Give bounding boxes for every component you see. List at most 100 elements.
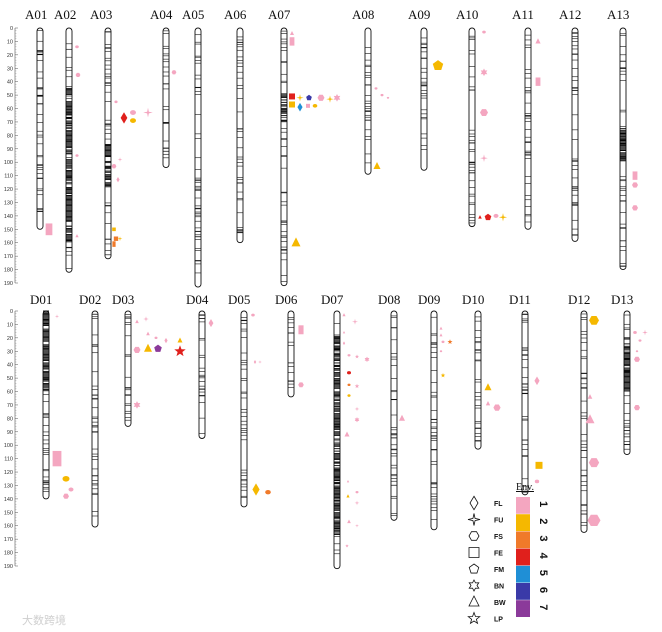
qtl-marker: [441, 340, 445, 344]
chromosome-label: A01: [25, 7, 47, 22]
chromosome-label: D11: [509, 292, 531, 307]
chromosome-d08: D08: [378, 292, 400, 521]
qtl-marker: [344, 431, 350, 437]
qtl-marker: [587, 514, 601, 526]
env-number: 7: [537, 604, 549, 610]
qtl-marker: [252, 483, 260, 496]
chromosome-label: A02: [54, 7, 76, 22]
axis-tick-label: 40: [7, 363, 13, 369]
chromosome-body: [124, 310, 132, 427]
chromosome-label: D10: [462, 292, 484, 307]
axis-tick-label: 180: [4, 551, 13, 557]
qtl-marker: [342, 313, 346, 317]
chromosome-a08: A08: [352, 7, 374, 175]
qtl-marker: [177, 337, 183, 343]
qtl-marker: [342, 331, 346, 334]
chromosome-d02: D02: [79, 292, 101, 528]
qtl-marker: [171, 70, 177, 75]
chromosome-row-d: D01 D02 D03 D04 D05 D06 D07 D08 D09 D10 D11 D12 D13: [30, 292, 633, 570]
qtl-marker: [534, 479, 540, 484]
axis-tick-label: 170: [4, 537, 13, 543]
qtl-marker: [114, 100, 118, 104]
axis-tick-label: 60: [7, 390, 13, 396]
qtl-marker: [373, 162, 381, 170]
qtl-marker: [54, 314, 60, 319]
star4-icon: [467, 513, 481, 526]
qtl-marker: [484, 213, 492, 221]
qtl-marker: [63, 493, 69, 499]
qtl-marker: [635, 350, 639, 353]
qtl-marker: [265, 489, 271, 495]
chromosome-label: D06: [275, 292, 298, 307]
qtl-marker: [75, 154, 79, 157]
chromosome-body: [198, 310, 206, 439]
qtl-marker: [478, 215, 482, 219]
qtl-marker: [354, 417, 360, 423]
square-icon: [468, 547, 480, 558]
env-color-swatch: [516, 583, 530, 600]
qtl-marker: [632, 182, 638, 188]
qtl-marker: [347, 394, 351, 397]
chromosome-body: [162, 27, 170, 169]
watermark: 大数跨境: [22, 613, 66, 627]
qtl-marker: [333, 93, 341, 102]
qtl-marker: [352, 318, 358, 325]
axis-tick-label: 100: [4, 160, 13, 166]
legend-label: BW: [494, 600, 506, 607]
axis-tick-label: 40: [7, 80, 13, 86]
chromosome-a03: A03: [90, 7, 112, 260]
axis-tick-label: 60: [7, 107, 13, 113]
chromosome-label: A04: [150, 7, 173, 22]
qtl-marker: [112, 227, 116, 232]
chromosome-body: [580, 310, 588, 533]
axis-tick-label: 140: [4, 214, 13, 220]
qtl-marker: [354, 500, 360, 506]
chromosome-a01: A01: [25, 7, 47, 230]
chromosome-body: [91, 310, 99, 528]
chromosome-d11: D11: [509, 292, 531, 496]
qtl-marker: [130, 118, 136, 124]
chromosome-body: [36, 27, 44, 230]
chromosome-label: A07: [268, 7, 291, 22]
chromosome-label: A12: [559, 7, 581, 22]
axis-tick-label: 90: [7, 430, 13, 436]
axis-tick-label: 30: [7, 66, 13, 72]
qtl-marker: [535, 38, 541, 44]
qtl-marker: [174, 345, 186, 357]
chromosome-label: A03: [90, 7, 112, 22]
axis-tick-label: 50: [7, 376, 13, 382]
chromosome-body: [104, 27, 112, 260]
qtl-markers: [45, 30, 648, 548]
qtl-marker: [535, 461, 543, 469]
qtl-marker: [493, 404, 501, 411]
chromosome-a06: A06: [224, 7, 247, 244]
qtl-marker: [354, 383, 360, 389]
chromosome-label: D03: [112, 292, 134, 307]
axis-tick-label: 160: [4, 241, 13, 247]
qtl-marker: [380, 93, 384, 97]
qtl-marker: [498, 213, 508, 222]
qtl-marker: [113, 236, 119, 241]
chromosome-label: A13: [607, 7, 629, 22]
qtl-marker: [345, 544, 349, 548]
qtl-marker: [135, 319, 139, 324]
legend-label: FS: [494, 534, 503, 541]
axis-tick-label: 190: [4, 564, 13, 570]
qtl-marker: [144, 343, 152, 352]
env-number: 4: [537, 553, 549, 560]
chromosome-body: [430, 310, 438, 531]
chromosome-label: A08: [352, 7, 374, 22]
qtl-marker: [440, 373, 446, 378]
axis-tick-label: 30: [7, 349, 13, 355]
chromosome-body: [468, 27, 476, 228]
axis-tick-label: 120: [4, 470, 13, 476]
qtl-marker: [298, 382, 304, 388]
env-color-swatch: [516, 600, 530, 617]
chromosome-a10: A10: [456, 7, 478, 228]
chromosome-body: [521, 310, 529, 496]
chromosome-d07: D07: [321, 292, 344, 570]
qtl-marker: [634, 356, 640, 362]
axis-tick-label: 70: [7, 403, 13, 409]
env-color-swatch: [516, 531, 530, 549]
chromosome-a09: A09: [408, 7, 430, 171]
